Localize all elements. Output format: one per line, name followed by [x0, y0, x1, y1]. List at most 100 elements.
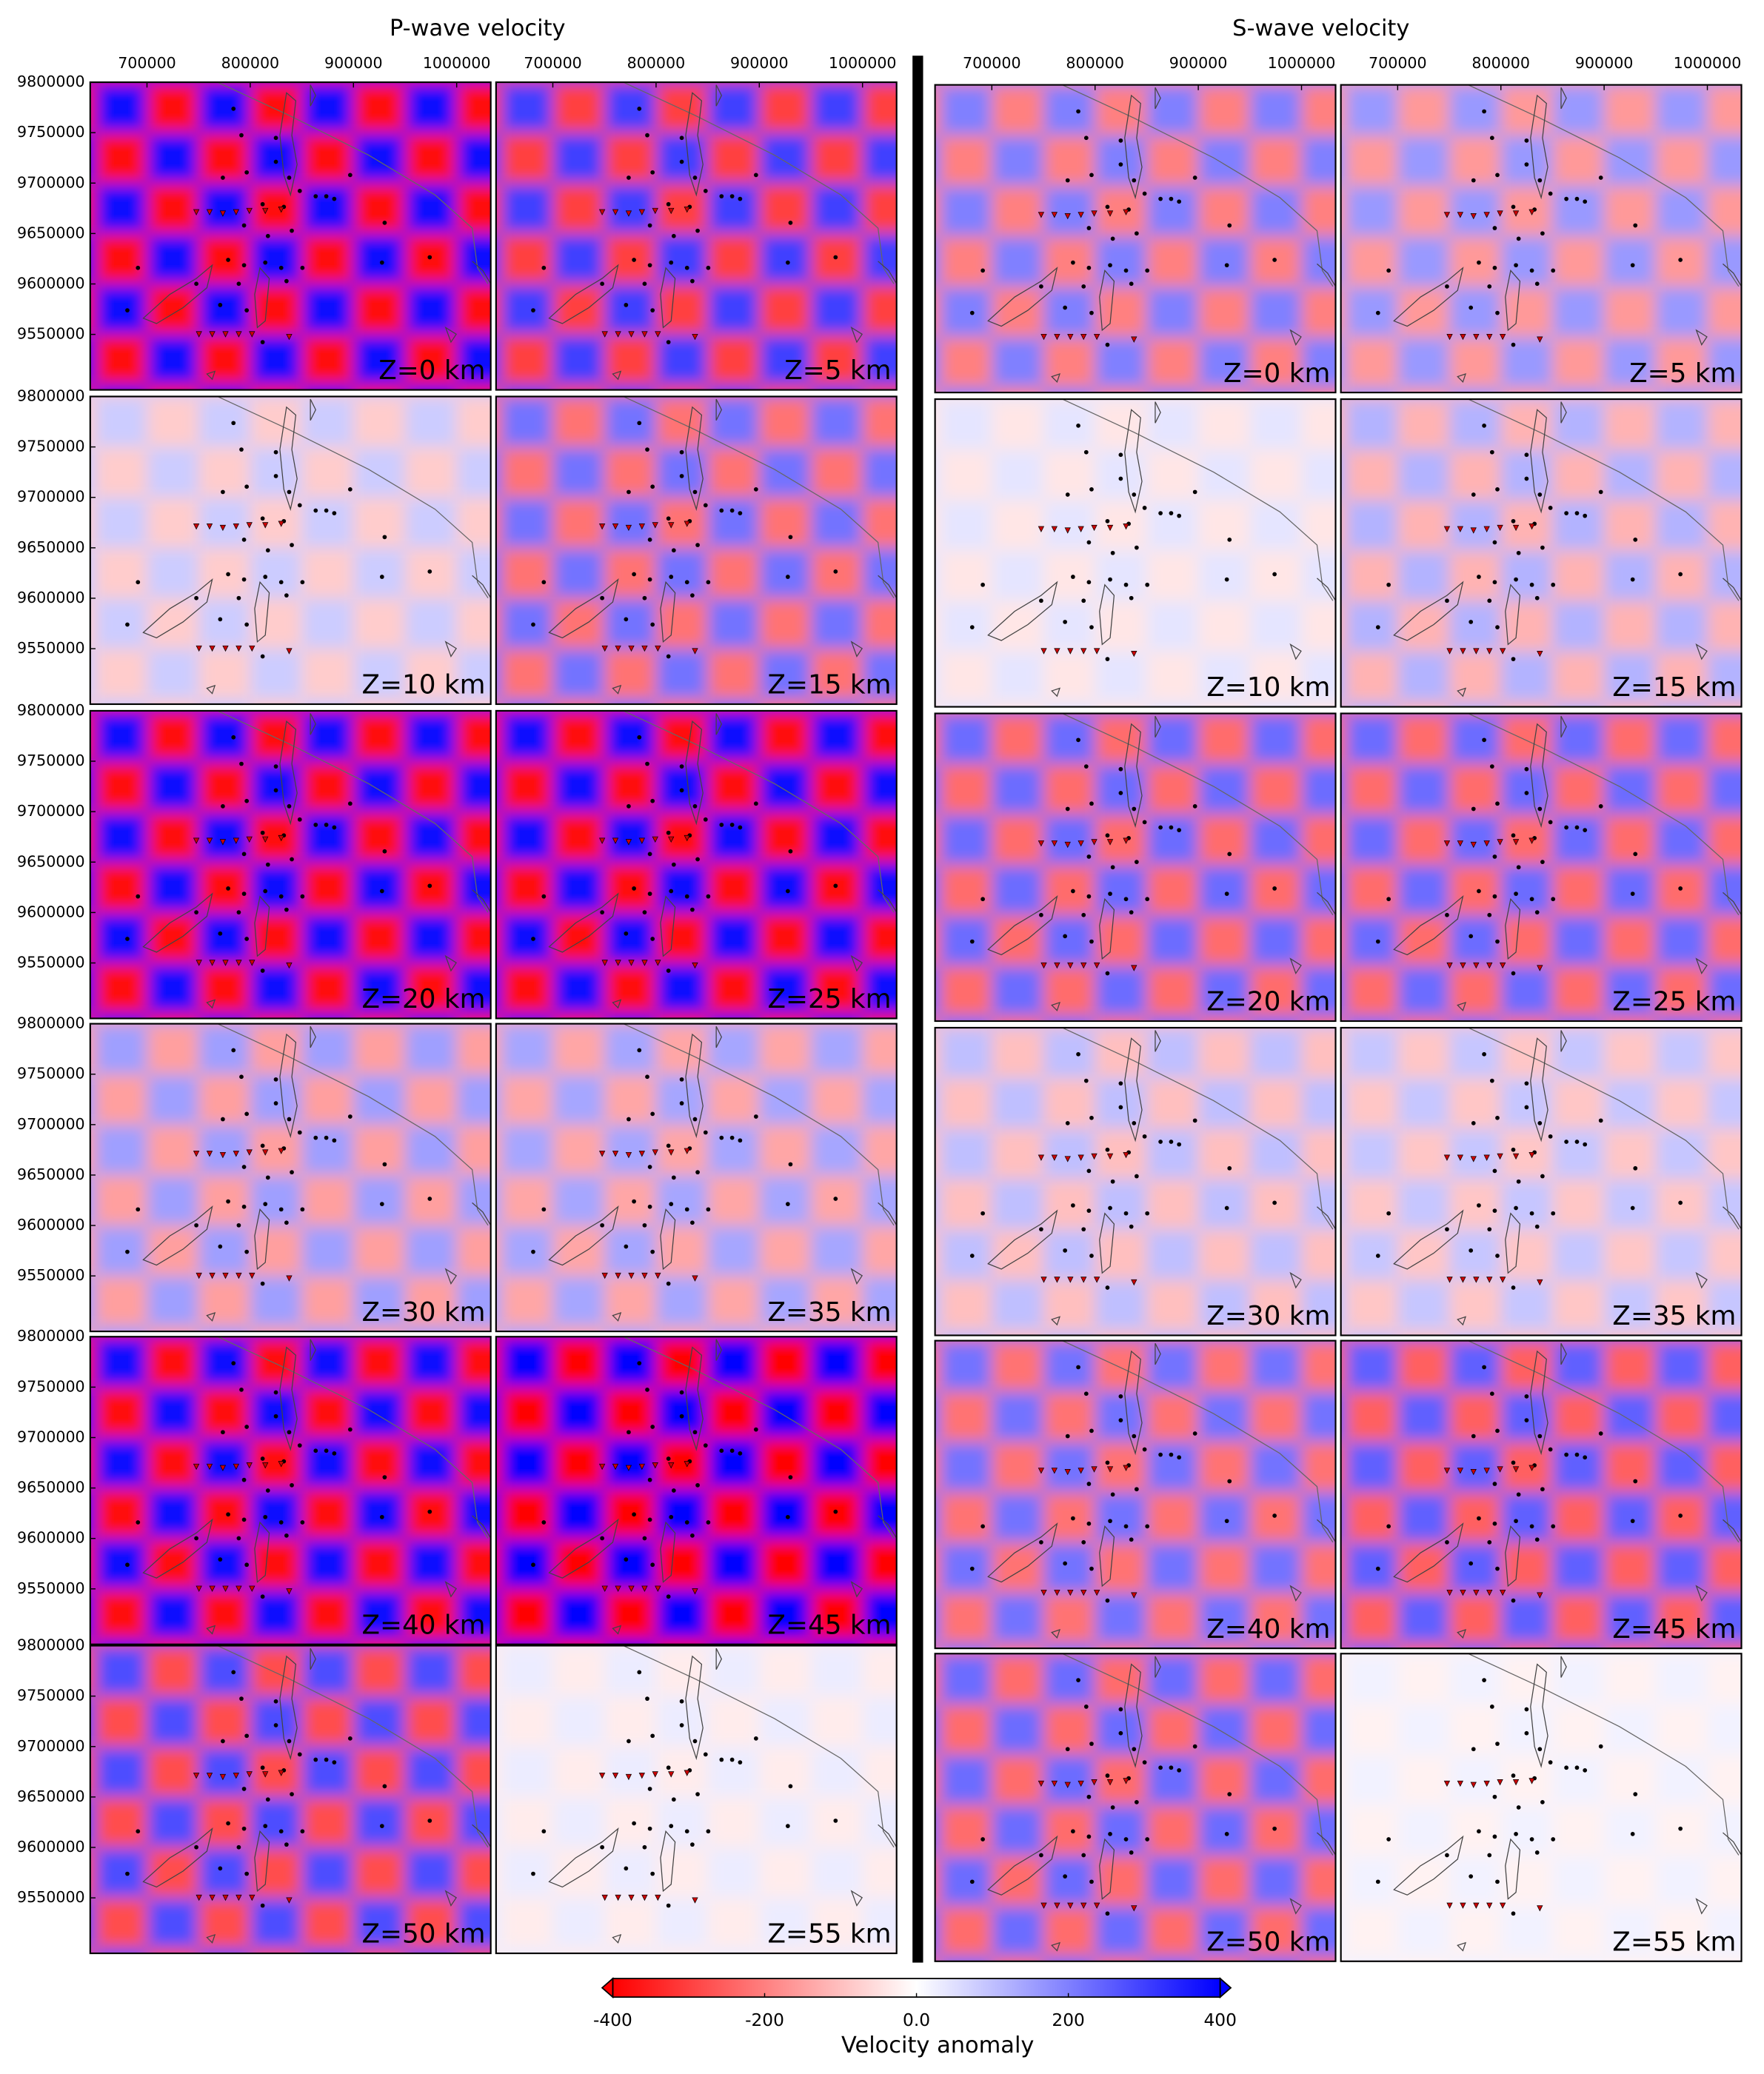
checker-cell [552, 1746, 605, 1797]
checker-cell [1397, 864, 1450, 915]
checker-cell [759, 82, 812, 133]
checker-cell [707, 547, 760, 598]
depth-label: Z=5 km [1629, 358, 1736, 389]
checker-cell [1340, 500, 1346, 551]
checker-cell [147, 963, 199, 1014]
checker-cell [1449, 449, 1501, 501]
checker-cell [501, 497, 553, 548]
colorbar-tick-label: 0.0 [903, 2010, 930, 2030]
checker-cell [1449, 713, 1501, 764]
checker-cell [90, 1645, 96, 1696]
checker-cell [552, 284, 605, 335]
checker-cell [1346, 84, 1398, 136]
panel [935, 1027, 1336, 1336]
checker-cell [935, 914, 941, 966]
checker-cell [1043, 449, 1095, 501]
checker-cell [501, 598, 553, 649]
checker-cell [1301, 1855, 1336, 1906]
checker-cell [353, 963, 405, 1014]
checker-cell [1500, 1128, 1553, 1180]
checker-cell [1552, 235, 1605, 287]
checker-cell [95, 1225, 147, 1277]
checker-cell [940, 1229, 992, 1280]
checker-cell [1655, 449, 1708, 501]
checker-cell [1043, 864, 1095, 915]
checker-cell [1346, 1078, 1398, 1129]
checker-cell [1346, 1956, 1398, 1961]
checker-cell [404, 1387, 457, 1438]
checker-cell [992, 1704, 1044, 1755]
checker-cell [1707, 387, 1742, 393]
checker-cell [1449, 1653, 1501, 1705]
checker-cell [940, 399, 992, 450]
checker-cell [250, 1588, 302, 1639]
checker-cell [95, 649, 147, 700]
checker-cell [1449, 1491, 1501, 1543]
checker-cell [707, 1538, 760, 1589]
checker-cell [992, 1754, 1044, 1805]
checker-cell [404, 710, 457, 762]
checker-cell [456, 1639, 491, 1645]
checker-cell [1249, 1855, 1302, 1906]
checker-cell [198, 1174, 250, 1226]
checker-cell [935, 449, 941, 501]
checker-cell [301, 963, 354, 1014]
checker-cell [90, 1174, 96, 1226]
panel [90, 1337, 491, 1645]
checker-cell [759, 1948, 812, 1954]
checker-cell [1449, 1441, 1501, 1492]
checker-cell [198, 1948, 250, 1954]
checker-cell [1604, 1128, 1656, 1180]
checker-cell [935, 1956, 941, 1961]
checker-cell [1500, 966, 1553, 1017]
checker-cell [147, 1538, 199, 1589]
checker-cell [1397, 1905, 1450, 1956]
checker-cell [1249, 1653, 1302, 1705]
checker-cell [707, 1013, 760, 1019]
checker-cell [935, 1330, 941, 1336]
checker-cell [1301, 1279, 1336, 1331]
checker-cell [1301, 1016, 1336, 1022]
checker-cell [198, 1074, 250, 1125]
checker-cell [1552, 1905, 1605, 1956]
checker-cell [940, 966, 992, 1017]
checker-cell [552, 1013, 605, 1019]
checker-cell [1500, 701, 1553, 707]
checker-cell [552, 384, 605, 390]
checker-cell [707, 1948, 760, 1954]
checker-cell [1146, 1754, 1199, 1805]
checker-cell [90, 912, 96, 963]
checker-cell [1198, 651, 1250, 702]
checker-cell [198, 233, 250, 284]
checker-cell [1449, 1643, 1501, 1649]
checker-cell [1249, 1330, 1302, 1336]
checker-cell [1249, 135, 1302, 186]
checker-cell [1095, 1905, 1147, 1956]
checker-cell [353, 396, 405, 447]
checker-cell [1346, 1593, 1398, 1644]
checker-cell [940, 1643, 992, 1649]
checker-cell [1552, 1229, 1605, 1280]
checker-cell [501, 233, 553, 284]
checker-cell [353, 1847, 405, 1899]
panel [1340, 713, 1742, 1022]
checker-cell [1707, 1078, 1742, 1129]
checker-cell [1346, 287, 1398, 338]
depth-label: Z=40 km [1206, 1614, 1330, 1645]
checker-cell [198, 598, 250, 649]
checker-cell [90, 1746, 96, 1797]
checker-cell [95, 862, 147, 913]
checker-cell [1707, 1229, 1742, 1280]
checker-cell [1500, 1643, 1553, 1649]
checker-cell [759, 396, 812, 447]
checker-cell [147, 1337, 199, 1388]
checker-cell [95, 699, 147, 704]
checker-cell [250, 1124, 302, 1175]
checker-cell [935, 1754, 941, 1805]
checker-cell [1500, 84, 1553, 136]
panel-frame [1340, 712, 1743, 1023]
checker-cell [811, 1326, 863, 1332]
checker-cell [404, 1337, 457, 1388]
checker-cell [1043, 1279, 1095, 1331]
